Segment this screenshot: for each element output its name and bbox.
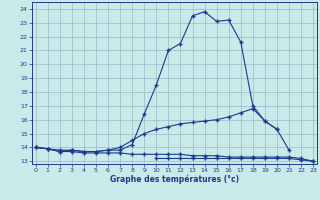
- X-axis label: Graphe des températures (°c): Graphe des températures (°c): [110, 175, 239, 184]
